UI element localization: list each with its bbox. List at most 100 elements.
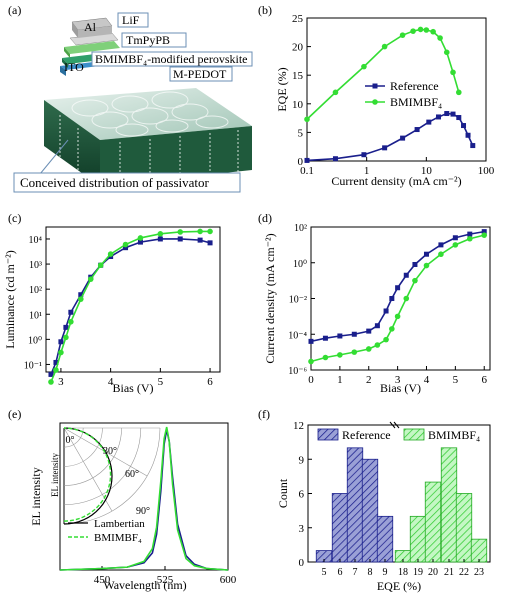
data-point-d-0-2 [337,333,343,339]
x-axis-label-c: Bias (V) [113,381,154,395]
x-tick-label-d-3: 3 [395,374,401,386]
data-point-d-1-14 [466,235,473,242]
data-point-c-0-11 [157,236,163,242]
legend-swatch-f-1 [403,428,425,441]
x-tick-label-d-6: 6 [481,374,487,386]
data-point-d-1-1 [322,354,329,361]
bar-f-1-2 [424,481,442,563]
y-tick-label-b-3: 15 [292,70,304,82]
data-point-c-0-12 [177,236,183,242]
panel-label-f: (f) [258,407,270,421]
data-point-b-0-9 [450,111,456,117]
panel-label-a: (a) [8,3,21,17]
y-axis-label-d: Current density (mA cm⁻²) [263,233,277,363]
legend-marker-b-1 [372,99,378,105]
data-point-d-0-3 [351,331,357,337]
data-point-b-1-1 [332,89,339,96]
polar-ring-4 [63,427,161,525]
data-point-d-0-0 [308,338,314,344]
data-point-d-1-11 [423,262,430,269]
data-point-b-0-2 [361,152,367,158]
data-point-d-0-13 [452,235,458,241]
data-point-c-0-0 [48,371,54,377]
data-point-b-1-3 [381,43,388,50]
data-point-b-0-12 [465,132,471,138]
data-point-d-1-7 [389,326,395,332]
data-point-d-0-12 [438,242,444,248]
chart-d-current-vs-bias: 0 1 2 3 4 5 6 10⁻⁶ 10⁻⁴ 10⁻² 10⁰ 10² Bias (V) Current… [263,223,491,395]
bar-f-1-1 [409,515,427,563]
data-point-d-1-13 [452,242,459,248]
y-tick-label-c-5: 10⁴ [29,235,43,246]
plot-area-b [306,17,487,162]
y-axis-label-b: EQE (%) [275,67,289,111]
data-point-c-0-10 [137,239,143,245]
data-point-b-0-11 [461,123,467,129]
y-tick-label-d-2: 10⁻² [289,295,307,306]
y-tick-label-b-0: 0 [298,156,304,168]
legend-label-f-1: BMIMBF₄ [428,428,480,442]
plot-area-c [45,226,221,373]
y-tick-label-b-4: 20 [292,42,304,54]
x-tick-label-c-2: 5 [158,376,164,388]
legend-label-e-0: Lambertian [94,518,145,530]
bar-f-1-5 [470,538,488,563]
y-tick-label-d-1: 10⁻⁴ [288,330,307,341]
data-point-c-0-5 [78,292,84,298]
y-tick-label-c-2: 10¹ [29,310,42,321]
legend-label-e-1: BMIMBF₄ [94,532,142,544]
data-point-b-1-2 [361,63,367,70]
y-tick-label-b-2: 10 [292,99,304,111]
y-axis-label-c: Luminance (cd m⁻²) [3,250,17,349]
series-line-d-0 [310,230,485,343]
panel-label-e: (e) [8,407,21,421]
x-tick-label-d-2: 2 [366,374,372,386]
data-point-b-1-0 [304,116,310,123]
data-point-d-0-15 [481,229,487,235]
data-point-d-0-5 [374,323,380,329]
perovskite-block [44,88,252,186]
polar-ring-2 [63,427,122,486]
layer-label-perovskite: BMIMBF₄-modified perovskite [95,52,248,66]
data-point-d-0-4 [366,328,372,334]
y-tick-label-f-0: 0 [299,557,305,569]
polar-ring-0 [63,427,84,448]
x-tick-label-c-1: 4 [108,376,114,388]
x-tick-label-b-3: 100 [478,165,495,177]
x-tick-label-b-0: 0.1 [300,165,314,177]
data-point-c-0-3 [63,324,69,330]
x-tick-label-f-6: 19 [413,567,423,578]
data-point-c-1-2 [58,349,64,356]
data-point-b-0-0 [304,157,310,163]
data-point-c-1-13 [197,228,203,235]
x-tick-label-f-0: 5 [322,567,327,578]
data-point-b-1-10 [443,49,450,56]
x-tick-label-c-0: 3 [58,376,64,388]
x-tick-label-b-2: 10 [421,165,433,177]
x-axis-label-f: EQE (%) [377,579,421,593]
legend-label-b-1: BMIMBF₄ [390,95,442,109]
y-tick-label-d-4: 10² [294,223,307,234]
panel-label-c: (c) [8,211,21,225]
data-point-d-1-9 [403,295,410,302]
chart-e-el-spectrum: 450 525 600 Wavelength (nm) EL intensity 0° 30… [29,422,237,592]
data-point-d-1-10 [412,277,418,284]
panel-label-b: (b) [258,3,272,17]
data-point-b-0-7 [436,114,442,120]
polar-angle-90: 90° [136,506,150,517]
data-point-d-1-15 [481,232,488,238]
data-point-b-0-6 [426,119,432,125]
y-axis-label-f: Count [276,478,290,508]
polar-curve-bmimbf4 [63,427,112,522]
y-tick-label-f-4: 12 [293,420,304,432]
data-point-d-1-5 [374,342,381,348]
data-point-d-1-12 [438,251,444,258]
data-point-c-1-7 [97,262,104,269]
polar-angle-30: 30° [103,446,117,457]
data-point-d-0-7 [389,296,395,301]
chart-c-luminance-vs-bias: 3 4 5 6 10⁻¹ 10⁰ 10¹ 10² 10³ 10⁴ Bias (V) Luminance… [3,226,221,395]
x-axis-label-e: Wavelength (nm) [103,578,186,592]
data-point-b-1-11 [450,69,456,76]
layer-label-al: Al [84,20,97,34]
